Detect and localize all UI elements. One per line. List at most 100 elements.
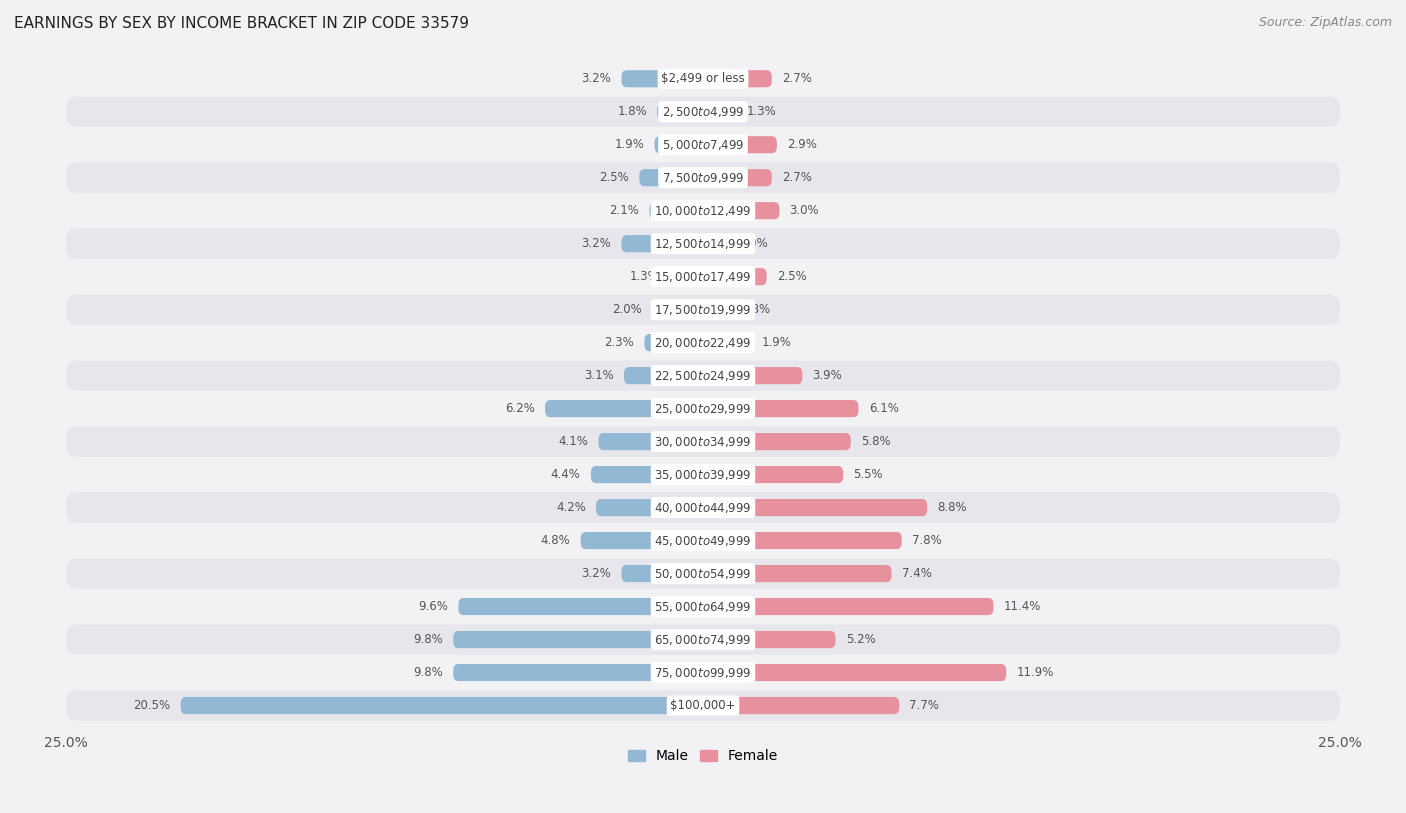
FancyBboxPatch shape: [546, 400, 703, 417]
Text: 7.7%: 7.7%: [910, 699, 939, 712]
Text: 4.4%: 4.4%: [551, 468, 581, 481]
Text: 2.5%: 2.5%: [778, 270, 807, 283]
Legend: Male, Female: Male, Female: [623, 744, 783, 769]
Text: 3.0%: 3.0%: [790, 204, 820, 217]
Text: $2,500 to $4,999: $2,500 to $4,999: [662, 105, 744, 119]
Text: 6.2%: 6.2%: [505, 402, 534, 415]
FancyBboxPatch shape: [652, 301, 703, 318]
FancyBboxPatch shape: [703, 697, 900, 714]
Text: 20.5%: 20.5%: [134, 699, 170, 712]
Text: $65,000 to $74,999: $65,000 to $74,999: [654, 633, 752, 646]
Text: $17,500 to $19,999: $17,500 to $19,999: [654, 302, 752, 316]
Text: 9.8%: 9.8%: [413, 666, 443, 679]
FancyBboxPatch shape: [703, 532, 901, 549]
FancyBboxPatch shape: [621, 235, 703, 252]
Text: 2.7%: 2.7%: [782, 172, 811, 185]
Text: 2.7%: 2.7%: [782, 72, 811, 85]
FancyBboxPatch shape: [703, 136, 778, 154]
FancyBboxPatch shape: [657, 103, 703, 120]
FancyBboxPatch shape: [66, 97, 1340, 127]
FancyBboxPatch shape: [66, 393, 1340, 424]
Text: $2,499 or less: $2,499 or less: [661, 72, 745, 85]
FancyBboxPatch shape: [66, 195, 1340, 226]
FancyBboxPatch shape: [655, 136, 703, 154]
Text: 3.1%: 3.1%: [583, 369, 614, 382]
Text: 7.8%: 7.8%: [912, 534, 942, 547]
FancyBboxPatch shape: [624, 367, 703, 385]
FancyBboxPatch shape: [66, 129, 1340, 160]
Text: $15,000 to $17,499: $15,000 to $17,499: [654, 270, 752, 284]
FancyBboxPatch shape: [703, 103, 737, 120]
Text: $30,000 to $34,999: $30,000 to $34,999: [654, 435, 752, 449]
FancyBboxPatch shape: [703, 70, 772, 87]
FancyBboxPatch shape: [180, 697, 703, 714]
Text: 2.0%: 2.0%: [612, 303, 643, 316]
Text: 4.1%: 4.1%: [558, 435, 588, 448]
FancyBboxPatch shape: [581, 532, 703, 549]
FancyBboxPatch shape: [650, 202, 703, 220]
Text: $25,000 to $29,999: $25,000 to $29,999: [654, 402, 752, 415]
Text: Source: ZipAtlas.com: Source: ZipAtlas.com: [1258, 16, 1392, 29]
FancyBboxPatch shape: [66, 63, 1340, 94]
FancyBboxPatch shape: [703, 334, 751, 351]
Text: 1.9%: 1.9%: [614, 138, 644, 151]
Text: 7.4%: 7.4%: [901, 567, 932, 580]
FancyBboxPatch shape: [66, 163, 1340, 193]
FancyBboxPatch shape: [703, 202, 779, 220]
FancyBboxPatch shape: [703, 565, 891, 582]
Text: $7,500 to $9,999: $7,500 to $9,999: [662, 171, 744, 185]
FancyBboxPatch shape: [703, 664, 1007, 681]
Text: $100,000+: $100,000+: [671, 699, 735, 712]
Text: 9.8%: 9.8%: [413, 633, 443, 646]
FancyBboxPatch shape: [703, 169, 772, 186]
FancyBboxPatch shape: [66, 228, 1340, 259]
FancyBboxPatch shape: [703, 301, 723, 318]
Text: 2.3%: 2.3%: [605, 336, 634, 349]
Text: 3.2%: 3.2%: [582, 567, 612, 580]
FancyBboxPatch shape: [703, 268, 766, 285]
FancyBboxPatch shape: [66, 591, 1340, 622]
Text: $5,000 to $7,499: $5,000 to $7,499: [662, 137, 744, 152]
Text: $40,000 to $44,999: $40,000 to $44,999: [654, 501, 752, 515]
FancyBboxPatch shape: [66, 493, 1340, 523]
Text: 8.8%: 8.8%: [938, 501, 967, 514]
FancyBboxPatch shape: [458, 598, 703, 615]
FancyBboxPatch shape: [703, 433, 851, 450]
FancyBboxPatch shape: [591, 466, 703, 483]
Text: 3.2%: 3.2%: [582, 72, 612, 85]
FancyBboxPatch shape: [66, 328, 1340, 358]
Text: $10,000 to $12,499: $10,000 to $12,499: [654, 204, 752, 218]
FancyBboxPatch shape: [703, 631, 835, 648]
FancyBboxPatch shape: [703, 466, 844, 483]
FancyBboxPatch shape: [621, 565, 703, 582]
Text: 11.9%: 11.9%: [1017, 666, 1054, 679]
Text: $45,000 to $49,999: $45,000 to $49,999: [654, 533, 752, 548]
FancyBboxPatch shape: [644, 334, 703, 351]
Text: 11.4%: 11.4%: [1004, 600, 1040, 613]
Text: $22,500 to $24,999: $22,500 to $24,999: [654, 368, 752, 383]
FancyBboxPatch shape: [66, 690, 1340, 720]
Text: 5.8%: 5.8%: [860, 435, 890, 448]
FancyBboxPatch shape: [66, 262, 1340, 292]
Text: $35,000 to $39,999: $35,000 to $39,999: [654, 467, 752, 481]
Text: 3.2%: 3.2%: [582, 237, 612, 250]
FancyBboxPatch shape: [66, 658, 1340, 688]
Text: 9.6%: 9.6%: [419, 600, 449, 613]
FancyBboxPatch shape: [621, 70, 703, 87]
Text: $12,500 to $14,999: $12,500 to $14,999: [654, 237, 752, 250]
Text: 1.3%: 1.3%: [630, 270, 659, 283]
FancyBboxPatch shape: [599, 433, 703, 450]
Text: $75,000 to $99,999: $75,000 to $99,999: [654, 666, 752, 680]
FancyBboxPatch shape: [453, 631, 703, 648]
FancyBboxPatch shape: [66, 624, 1340, 654]
Text: 6.1%: 6.1%: [869, 402, 898, 415]
FancyBboxPatch shape: [703, 598, 994, 615]
FancyBboxPatch shape: [66, 427, 1340, 457]
Text: 0.78%: 0.78%: [733, 303, 770, 316]
Text: 5.5%: 5.5%: [853, 468, 883, 481]
FancyBboxPatch shape: [453, 664, 703, 681]
FancyBboxPatch shape: [66, 559, 1340, 589]
Text: 1.8%: 1.8%: [617, 105, 647, 118]
FancyBboxPatch shape: [640, 169, 703, 186]
Text: 3.9%: 3.9%: [813, 369, 842, 382]
